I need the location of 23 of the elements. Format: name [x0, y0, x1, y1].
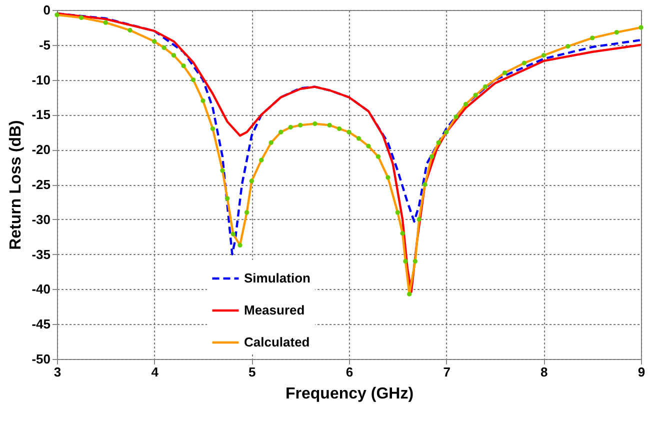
y-tick-label: -30: [32, 212, 50, 227]
x-tick-label: 7: [443, 364, 450, 380]
x-axis-title: Frequency (GHz): [285, 386, 414, 402]
legend-label: Measured: [244, 302, 305, 318]
y-tick-label: -40: [32, 282, 50, 297]
y-tick-label: -20: [32, 142, 50, 158]
y-tick-label: 0: [43, 2, 50, 18]
y-tick-label: -25: [32, 177, 50, 192]
x-tick-label: 6: [346, 364, 354, 380]
y-tick-label: -5: [38, 37, 50, 52]
y-tick-label: -50: [32, 352, 50, 366]
x-tick-label: 4: [151, 364, 160, 380]
x-tick-label: 5: [248, 364, 256, 380]
x-tick-label: 9: [638, 364, 646, 380]
y-tick-label: -35: [32, 246, 50, 262]
y-tick-label: -15: [32, 107, 50, 122]
legend-label: Simulation: [244, 270, 311, 286]
x-tick-label: 8: [540, 364, 548, 380]
x-tick-label: 3: [54, 364, 62, 380]
y-tick-label: -10: [32, 72, 50, 88]
legend-label: Calculated: [244, 334, 310, 350]
y-tick-label: -45: [32, 316, 50, 332]
y-axis-title: Return Loss (dB): [8, 120, 25, 250]
